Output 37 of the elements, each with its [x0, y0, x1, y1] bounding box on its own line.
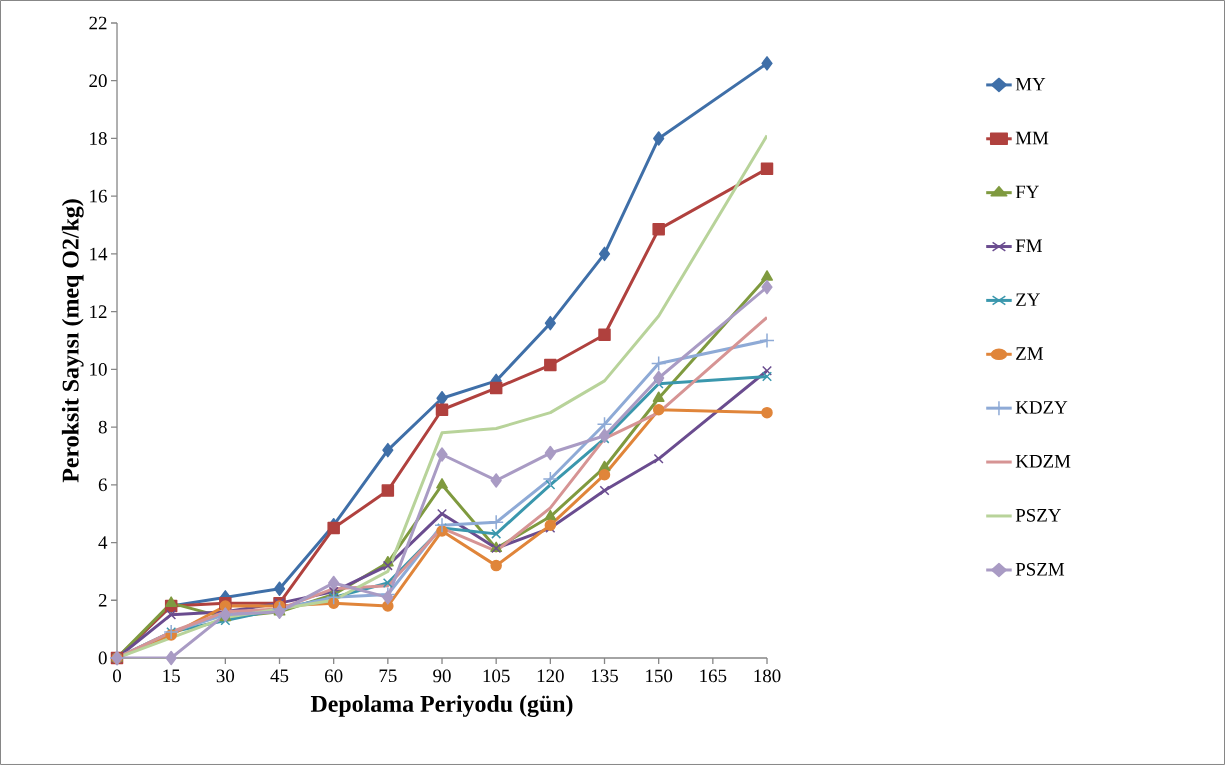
x-tick-label: 90 — [433, 669, 451, 683]
y-tick-label: 18 — [90, 132, 107, 145]
y-tick-label: 16 — [90, 189, 107, 203]
x-tick-label: 30 — [216, 669, 235, 683]
x-tick-label: 150 — [646, 669, 673, 683]
y-tick-label: 6 — [98, 478, 107, 492]
legend-label: FM — [1015, 239, 1042, 252]
legend-label: ZM — [1016, 347, 1044, 360]
legend-label: MY — [1015, 77, 1046, 91]
y-axis-title: Peroksit Sayısı (meq O2/kg) — [61, 199, 84, 483]
x-axis-title: Depolama Periyodu (gün) — [310, 695, 573, 717]
y-tick-label: 10 — [90, 362, 107, 376]
x-tick-label: 180 — [754, 669, 781, 683]
y-tick-label: 22 — [89, 16, 107, 30]
y-tick-label: 2 — [98, 593, 107, 607]
y-tick-label: 8 — [98, 420, 107, 434]
legend-label: FY — [1015, 185, 1039, 199]
x-tick-label: 15 — [163, 669, 180, 683]
y-tick-label: 20 — [89, 74, 107, 88]
x-tick-label: 165 — [700, 669, 727, 683]
legend-label: PSZY — [1015, 508, 1062, 522]
x-tick-label: 135 — [591, 669, 618, 683]
y-tick-label: 14 — [90, 247, 108, 261]
x-tick-label: 120 — [537, 669, 564, 683]
y-tick-label: 0 — [98, 651, 107, 665]
legend-label: MM — [1015, 131, 1049, 145]
legend-label: KDZM — [1015, 455, 1071, 468]
y-tick-label: 4 — [98, 536, 108, 549]
x-tick-label: 45 — [270, 669, 289, 683]
legend-label: KDZY — [1015, 401, 1068, 414]
x-tick-label: 60 — [325, 669, 343, 683]
x-tick-label: 105 — [483, 669, 510, 683]
x-tick-label: 75 — [379, 669, 397, 683]
x-tick-label: 0 — [113, 669, 122, 683]
legend-label: PSZM — [1015, 562, 1065, 576]
legend-label: ZY — [1016, 293, 1040, 306]
y-tick-label: 12 — [90, 305, 107, 318]
